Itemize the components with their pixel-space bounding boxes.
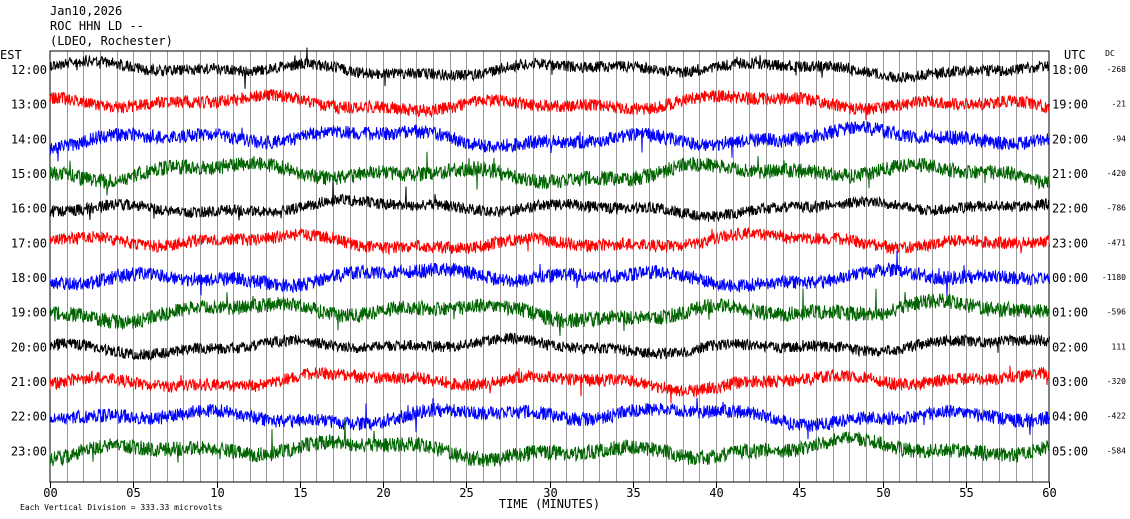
est-tick-label: 15:00 bbox=[11, 167, 47, 181]
est-tick-label: 13:00 bbox=[11, 98, 47, 112]
dc-value: -596 bbox=[1107, 308, 1126, 317]
trace-2200 bbox=[49, 397, 1050, 440]
utc-tick-label: 05:00 bbox=[1052, 444, 1088, 458]
utc-tick-label: 02:00 bbox=[1052, 340, 1088, 354]
est-tick-label: 18:00 bbox=[11, 271, 47, 285]
utc-tick-label: 23:00 bbox=[1052, 236, 1088, 250]
est-tick-label: 22:00 bbox=[11, 410, 47, 424]
est-tick-label: 20:00 bbox=[11, 340, 47, 354]
trace-1700 bbox=[49, 227, 1050, 256]
est-tick-label: 23:00 bbox=[11, 444, 47, 458]
trace-1500 bbox=[49, 151, 1050, 196]
est-tick-label: 21:00 bbox=[11, 375, 47, 389]
est-tick-label: 17:00 bbox=[11, 236, 47, 250]
dc-value: -94 bbox=[1112, 134, 1127, 143]
dc-header: DC bbox=[1105, 49, 1115, 58]
dc-value: -584 bbox=[1107, 446, 1126, 455]
header-network: (LDEO, Rochester) bbox=[50, 34, 173, 48]
header-station: ROC HHN LD -- bbox=[50, 19, 144, 33]
utc-tick-label: 20:00 bbox=[1052, 132, 1088, 146]
dc-value: -786 bbox=[1107, 204, 1126, 213]
est-axis-label: EST bbox=[0, 48, 22, 62]
utc-tick-label: 04:00 bbox=[1052, 410, 1088, 424]
header-date: Jan10,2026 bbox=[50, 4, 123, 18]
dc-value: 111 bbox=[1112, 342, 1127, 351]
scale-note: Each Vertical Division = 333.33 microvol… bbox=[20, 503, 222, 512]
dc-value: -21 bbox=[1112, 100, 1127, 109]
trace-2100 bbox=[49, 365, 1050, 404]
x-tick-label: 45 bbox=[792, 486, 806, 500]
utc-tick-label: 18:00 bbox=[1052, 63, 1088, 77]
dc-value: -471 bbox=[1107, 238, 1126, 247]
x-tick-label: 10 bbox=[210, 486, 224, 500]
utc-tick-label: 19:00 bbox=[1052, 98, 1088, 112]
trace-1800 bbox=[49, 250, 1050, 298]
utc-tick-label: 22:00 bbox=[1052, 202, 1088, 216]
est-tick-label: 14:00 bbox=[11, 132, 47, 146]
x-axis-title: TIME (MINUTES) bbox=[499, 497, 600, 511]
x-tick-label: 40 bbox=[709, 486, 723, 500]
x-tick-label: 00 bbox=[43, 486, 57, 500]
dc-value: -268 bbox=[1107, 65, 1126, 74]
trace-2000 bbox=[49, 332, 1050, 361]
trace-1300 bbox=[49, 88, 1050, 120]
x-tick-label: 30 bbox=[543, 486, 557, 500]
utc-axis-label: UTC bbox=[1064, 48, 1086, 62]
utc-tick-label: 01:00 bbox=[1052, 306, 1088, 320]
dc-value: -420 bbox=[1107, 169, 1126, 178]
dc-value: -422 bbox=[1107, 412, 1126, 421]
trace-2300 bbox=[49, 418, 1050, 467]
est-tick-label: 16:00 bbox=[11, 202, 47, 216]
utc-tick-label: 21:00 bbox=[1052, 167, 1088, 181]
x-tick-label: 20 bbox=[376, 486, 390, 500]
x-tick-label: 15 bbox=[293, 486, 307, 500]
x-tick-label: 35 bbox=[626, 486, 640, 500]
est-tick-label: 19:00 bbox=[11, 306, 47, 320]
utc-tick-label: 03:00 bbox=[1052, 375, 1088, 389]
x-tick-label: 25 bbox=[459, 486, 473, 500]
dc-value: -1180 bbox=[1102, 273, 1126, 282]
dc-value: -320 bbox=[1107, 377, 1126, 386]
x-tick-label: 60 bbox=[1042, 486, 1056, 500]
utc-tick-label: 00:00 bbox=[1052, 271, 1088, 285]
trace-1200 bbox=[49, 47, 1050, 89]
x-tick-label: 55 bbox=[959, 486, 973, 500]
est-tick-label: 12:00 bbox=[11, 63, 47, 77]
trace-1400 bbox=[49, 120, 1050, 162]
x-tick-label: 05 bbox=[126, 486, 140, 500]
trace-1900 bbox=[49, 288, 1050, 336]
trace-1600 bbox=[49, 182, 1050, 223]
plot-frame bbox=[49, 50, 1050, 483]
x-tick-label: 50 bbox=[876, 486, 890, 500]
